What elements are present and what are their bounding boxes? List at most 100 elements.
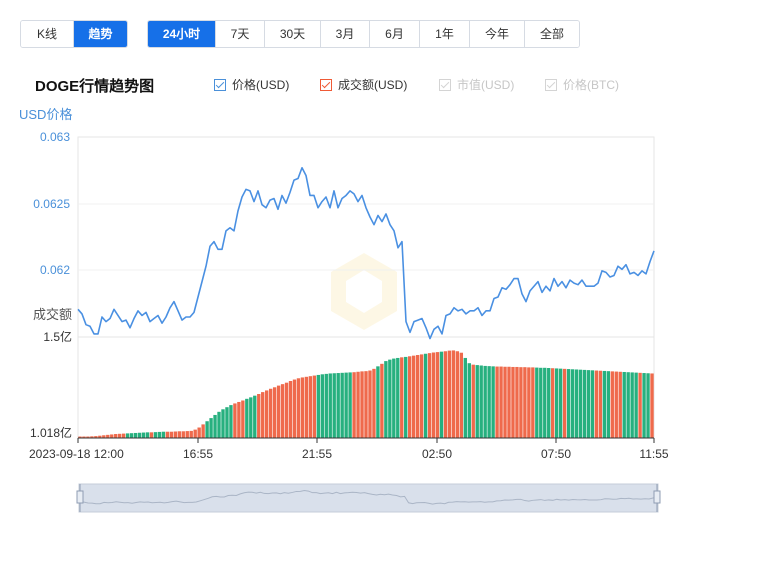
volume-bar bbox=[380, 363, 384, 438]
volume-bar bbox=[396, 357, 400, 438]
volume-bar bbox=[304, 376, 309, 438]
volume-bar bbox=[129, 433, 134, 438]
volume-bar bbox=[90, 436, 94, 438]
volume-bars bbox=[78, 350, 654, 438]
volume-bar bbox=[515, 366, 519, 438]
price-axis-label: USD价格 bbox=[19, 107, 72, 122]
volume-bar bbox=[598, 370, 603, 438]
navigator-left-handle[interactable] bbox=[76, 484, 84, 512]
range-30d-button[interactable]: 30天 bbox=[265, 21, 321, 47]
volume-bar bbox=[253, 395, 257, 438]
volume-bar bbox=[300, 377, 305, 438]
price-line bbox=[77, 166, 655, 340]
navigator-track[interactable] bbox=[78, 483, 659, 513]
volume-bar bbox=[602, 370, 607, 438]
price-tick-label: 0.062 bbox=[40, 263, 70, 277]
volume-bar bbox=[185, 431, 189, 438]
zoom-navigator[interactable] bbox=[76, 483, 661, 513]
volume-bar bbox=[368, 370, 372, 438]
legend-label: 市值(USD) bbox=[457, 78, 515, 92]
range-24h-button[interactable]: 24小时 bbox=[148, 21, 216, 47]
volume-bar bbox=[257, 394, 261, 438]
volume-bar bbox=[459, 352, 464, 438]
volume-bar bbox=[344, 372, 348, 438]
volume-bar bbox=[507, 366, 511, 438]
checkbox-icon[interactable] bbox=[439, 78, 451, 91]
volume-bar bbox=[634, 372, 638, 438]
chart-title: DOGE行情趋势图 bbox=[35, 78, 155, 95]
volume-bar bbox=[511, 366, 515, 438]
x-tick-label: 16:55 bbox=[183, 447, 213, 461]
volume-bar bbox=[205, 421, 209, 438]
kline-button[interactable]: K线 bbox=[21, 21, 74, 47]
trend-button[interactable]: 趋势 bbox=[74, 21, 127, 47]
legend-volume-usd[interactable]: 成交额(USD) bbox=[320, 76, 407, 93]
volume-bar bbox=[292, 379, 297, 438]
range-3m-button[interactable]: 3月 bbox=[321, 21, 370, 47]
volume-bar bbox=[308, 376, 313, 438]
volume-bar bbox=[626, 372, 630, 438]
navigator-right-handle[interactable] bbox=[653, 484, 661, 512]
volume-bar bbox=[122, 433, 126, 438]
volume-bar bbox=[149, 432, 154, 438]
volume-bar bbox=[332, 373, 336, 438]
checkbox-icon[interactable] bbox=[214, 78, 226, 91]
volume-bar bbox=[527, 367, 531, 438]
range-1y-button[interactable]: 1年 bbox=[420, 21, 470, 47]
legend-price-usd[interactable]: 价格(USD) bbox=[214, 76, 289, 93]
volume-bar bbox=[177, 431, 181, 438]
volume-tick-label: 1.5亿 bbox=[43, 329, 72, 344]
volume-bar bbox=[141, 432, 146, 438]
volume-bar bbox=[145, 432, 150, 438]
volume-bar bbox=[618, 371, 622, 438]
volume-bar bbox=[133, 432, 138, 438]
volume-bar bbox=[360, 371, 364, 438]
volume-bar bbox=[284, 382, 289, 438]
volume-bar bbox=[245, 398, 249, 438]
volume-bar bbox=[388, 359, 392, 438]
volume-bar bbox=[558, 368, 563, 438]
volume-bar bbox=[114, 434, 118, 438]
legend-price-btc[interactable]: 价格(BTC) bbox=[545, 76, 619, 93]
volume-bar bbox=[241, 400, 245, 438]
volume-bar bbox=[272, 387, 277, 438]
volume-bar bbox=[376, 366, 380, 438]
range-all-button[interactable]: 全部 bbox=[525, 21, 579, 47]
volume-bar bbox=[408, 356, 412, 438]
volume-bar bbox=[384, 361, 388, 438]
volume-bar bbox=[249, 397, 253, 438]
checkbox-icon[interactable] bbox=[320, 78, 332, 91]
volume-bar bbox=[98, 435, 102, 438]
volume-bar bbox=[288, 381, 293, 438]
volume-bar bbox=[471, 364, 475, 438]
x-tick-label: 07:50 bbox=[541, 447, 571, 461]
volume-tick-label: 1.018亿 bbox=[30, 425, 72, 440]
range-7d-button[interactable]: 7天 bbox=[216, 21, 265, 47]
volume-bar bbox=[400, 357, 404, 438]
volume-bar bbox=[348, 372, 352, 438]
volume-bar bbox=[110, 434, 114, 438]
range-ytd-button[interactable]: 今年 bbox=[470, 21, 525, 47]
volume-bar bbox=[582, 369, 587, 438]
volume-bar bbox=[324, 373, 328, 438]
volume-bar bbox=[411, 355, 416, 438]
volume-bar bbox=[566, 369, 571, 438]
grid-lines bbox=[78, 203, 654, 338]
x-tick-label: 2023-09-18 12:00 bbox=[29, 447, 124, 461]
volume-bar bbox=[336, 373, 340, 438]
volume-bar bbox=[491, 366, 495, 438]
volume-bar bbox=[320, 374, 324, 438]
volume-bar bbox=[217, 411, 221, 438]
volume-bar bbox=[392, 358, 396, 438]
volume-bar bbox=[340, 372, 344, 438]
volume-bar bbox=[638, 372, 642, 438]
volume-bar bbox=[523, 367, 527, 438]
volume-bar bbox=[447, 350, 452, 438]
volume-bar bbox=[531, 367, 535, 438]
volume-bar bbox=[161, 431, 166, 438]
legend-marketcap-usd[interactable]: 市值(USD) bbox=[439, 76, 514, 93]
range-6m-button[interactable]: 6月 bbox=[370, 21, 420, 47]
checkbox-icon[interactable] bbox=[545, 78, 557, 91]
volume-bar bbox=[539, 367, 543, 438]
